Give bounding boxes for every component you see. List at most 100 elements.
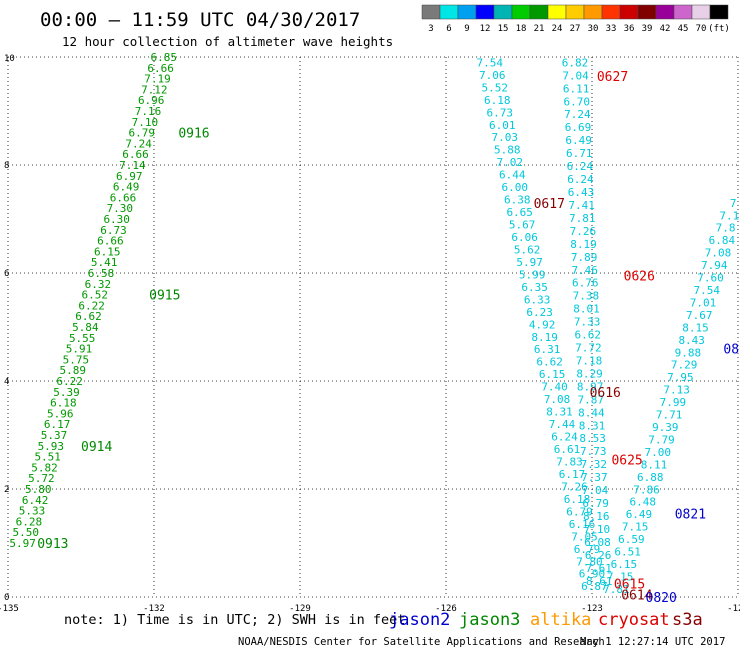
swh-value: 6.15 <box>94 245 121 258</box>
swh-value: 6.70 <box>564 95 591 108</box>
x-tick-label: -132 <box>143 604 165 614</box>
colorbar-label: 15 <box>498 24 509 34</box>
colorbar-swatch <box>511 4 531 20</box>
swh-value: 8.01 <box>573 303 600 316</box>
x-tick-label: -126 <box>435 604 457 614</box>
swh-value: 6.79 <box>574 543 601 556</box>
y-tick-label: 4 <box>4 377 9 387</box>
swh-value: 7.79 <box>648 433 675 446</box>
swh-value: 6.79 <box>582 497 609 510</box>
swh-value: 6.59 <box>618 533 645 546</box>
swh-value: 6.18 <box>484 94 511 107</box>
swh-value: 6.62 <box>574 329 601 342</box>
swh-value: 6.15 <box>611 558 638 571</box>
swh-value: 6.69 <box>565 121 592 134</box>
swh-value: 7.54 <box>477 56 504 69</box>
colorbar-label: 24 <box>552 24 563 34</box>
x-tick-label: -123 <box>581 604 603 614</box>
swh-value: 6.66 <box>122 148 149 161</box>
swh-value: 7.13 <box>663 384 690 397</box>
swh-value: 6.48 <box>629 496 656 509</box>
swh-value: 8.97 <box>577 380 604 393</box>
x-tick-label: -135 <box>0 604 19 614</box>
swh-value: 7.99 <box>660 396 687 409</box>
swh-value: 7.72 <box>575 342 602 355</box>
swh-value: 7.10 <box>584 523 611 536</box>
colorbar-label: 36 <box>624 24 635 34</box>
swh-value: 6.22 <box>56 375 83 388</box>
swh-value: 7.71 <box>656 409 683 422</box>
swh-value: 7.16 <box>135 105 162 118</box>
swh-value: 7.95 <box>667 371 694 384</box>
swh-value: 5.37 <box>41 429 68 442</box>
grid <box>7 56 739 598</box>
swh-value: 6.38 <box>504 194 531 207</box>
x-tick-label: -120 <box>727 604 740 614</box>
pass-time-label: 0820 <box>646 591 677 606</box>
swh-value: 5.82 <box>31 461 58 474</box>
swh-value: 6.31 <box>534 343 561 356</box>
swh-value: 7.08 <box>705 247 732 260</box>
swh-value: 7.15 <box>622 521 649 534</box>
swh-value: 6.00 <box>501 181 528 194</box>
pass-time-label: 0916 <box>178 127 209 142</box>
swh-value: 7.67 <box>686 309 713 322</box>
swh-value: 7.05 <box>571 530 598 543</box>
pass-time-label: 0615 <box>614 578 645 593</box>
colorbar-label: 30 <box>588 24 599 34</box>
swh-value: 6.24 <box>551 431 578 444</box>
swh-value: 6.16 <box>569 518 596 531</box>
swh-value: 5.97 <box>9 537 36 550</box>
swh-value: 7.40 <box>541 381 568 394</box>
colorbar-swatch <box>547 4 567 20</box>
swh-value: 7.37 <box>581 471 608 484</box>
swh-value: 9.88 <box>675 346 702 359</box>
swh-value: 6.76 <box>572 277 599 290</box>
swh-value: 7.24 <box>125 137 152 150</box>
swh-value: 7.86 <box>633 483 660 496</box>
colorbar-label: 42 <box>660 24 671 34</box>
y-tick-label: 2 <box>4 485 9 495</box>
swh-value: 5.39 <box>53 386 80 399</box>
swh-value: 7.83 <box>556 455 583 468</box>
pass-time-label: 0625 <box>611 453 642 468</box>
swh-value: 7.26 <box>561 480 588 493</box>
legend-entry-s3a: s3a <box>672 610 703 630</box>
swh-value: 6.17 <box>559 468 586 481</box>
swh-value: 5.67 <box>509 219 536 232</box>
y-tick-label: 0 <box>4 593 9 603</box>
y-tick-label: 8 <box>4 161 9 171</box>
legend-entry-jason3: jason3 <box>459 610 520 630</box>
swh-value: 8.19 <box>531 331 558 344</box>
chart-subtitle: 12 hour collection of altimeter wave hei… <box>62 34 393 49</box>
swh-value: 7.30 <box>107 202 134 215</box>
pass-time-label: 0627 <box>597 70 628 85</box>
footer-note: note: 1) Time is in UTC; 2) SWH is in fe… <box>64 612 405 628</box>
swh-value: 6.97 <box>116 170 143 183</box>
pass-time-label: 0913 <box>37 537 68 552</box>
pass-time-label: 0616 <box>590 386 621 401</box>
swh-value: 7.15 <box>607 570 634 583</box>
colorbar-label: 6 <box>446 24 451 34</box>
swh-value: 7.24 <box>564 108 591 121</box>
swh-value: 5.80 <box>25 483 52 496</box>
swh-value: 5.51 <box>34 451 61 464</box>
swh-value: 7.46 <box>571 264 598 277</box>
swh-value: 7.61 <box>585 562 612 575</box>
swh-value: 5.96 <box>47 407 74 420</box>
colorbar-swatch <box>691 4 711 20</box>
swh-value: 5.52 <box>482 81 509 94</box>
colorbar-label: 70 <box>696 24 707 34</box>
swh-value: 6.33 <box>524 293 551 306</box>
swh-value: 8.15 <box>682 321 709 334</box>
swh-value: 5.89 <box>60 364 87 377</box>
swh-value: 7.00 <box>645 446 672 459</box>
colorbar-swatch <box>421 4 441 20</box>
swh-value: 7.02 <box>496 156 523 169</box>
swh-value: 6.43 <box>568 186 595 199</box>
swh-value: 7.1 <box>719 209 739 222</box>
swh-value: 6.49 <box>626 508 653 521</box>
swh-value: 5.50 <box>12 526 39 539</box>
pass-time-label: 0914 <box>81 440 112 455</box>
swh-value: 6.18 <box>564 493 591 506</box>
